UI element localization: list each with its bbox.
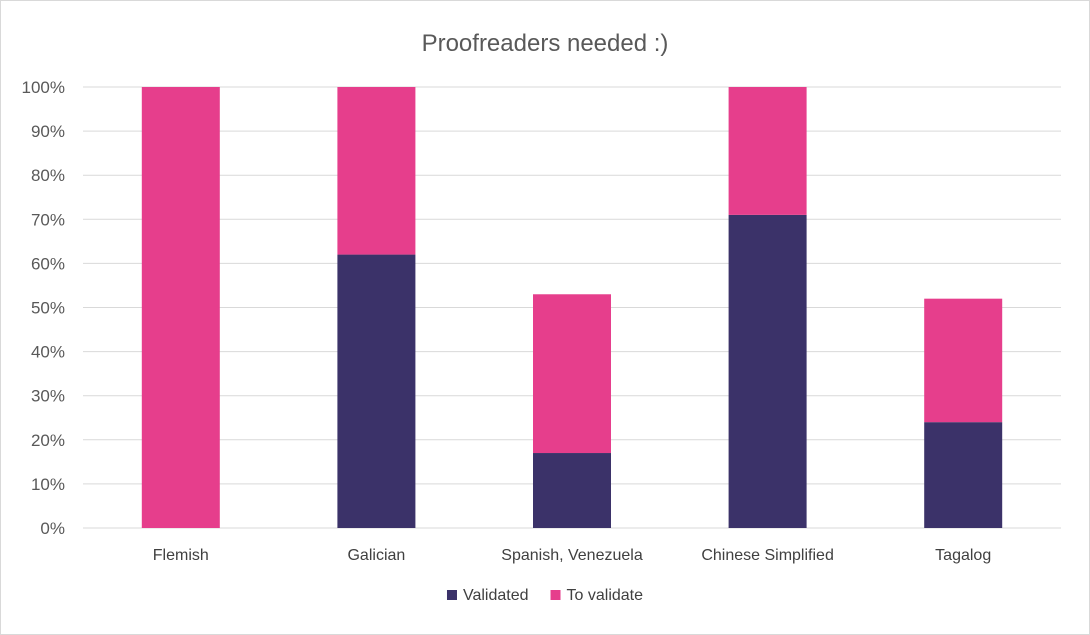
y-tick-label: 100% bbox=[22, 78, 65, 97]
bar-segment-to-validate bbox=[924, 298, 1003, 423]
legend-swatch bbox=[550, 590, 561, 600]
y-tick-label: 90% bbox=[31, 122, 65, 141]
y-tick-label: 60% bbox=[31, 254, 65, 273]
y-tick-label: 20% bbox=[31, 431, 65, 450]
bar-segment-to-validate bbox=[337, 87, 416, 255]
bar-segment-validated bbox=[728, 214, 807, 528]
y-tick-label: 0% bbox=[40, 519, 65, 538]
bar-segment-to-validate bbox=[533, 294, 611, 454]
x-axis-tick-labels: Flemish Galician Spanish, Venezuela Chinese… bbox=[153, 547, 991, 564]
legend-label: Validated bbox=[463, 587, 529, 604]
x-tick-label: Chinese Simplified bbox=[701, 547, 834, 564]
x-tick-label: Flemish bbox=[153, 547, 209, 564]
x-tick-label: Tagalog bbox=[935, 547, 991, 564]
bars bbox=[141, 87, 1003, 528]
y-tick-label: 10% bbox=[31, 475, 65, 494]
bar-segment-to-validate bbox=[728, 87, 807, 215]
y-tick-label: 70% bbox=[31, 210, 65, 229]
y-tick-label: 50% bbox=[31, 299, 65, 318]
y-tick-label: 30% bbox=[31, 387, 65, 406]
bar-segment-validated bbox=[337, 254, 416, 528]
x-tick-label: Galician bbox=[347, 547, 405, 564]
legend: Validated To validate bbox=[446, 587, 644, 604]
y-tick-label: 80% bbox=[31, 166, 65, 185]
bar-segment-validated bbox=[924, 422, 1003, 528]
legend-label: To validate bbox=[567, 587, 644, 604]
legend-swatch bbox=[446, 590, 457, 600]
y-tick-label: 40% bbox=[31, 343, 65, 362]
y-axis-tick-labels: 0% 10% 20% 30% 40% 50% 60% 70% 80% 90% 100% bbox=[22, 78, 65, 538]
chart-title: Proofreaders needed :) bbox=[422, 30, 669, 57]
x-tick-label: Spanish, Venezuela bbox=[501, 547, 643, 564]
bar-segment-validated bbox=[533, 453, 611, 528]
bar-segment-to-validate bbox=[141, 87, 220, 528]
